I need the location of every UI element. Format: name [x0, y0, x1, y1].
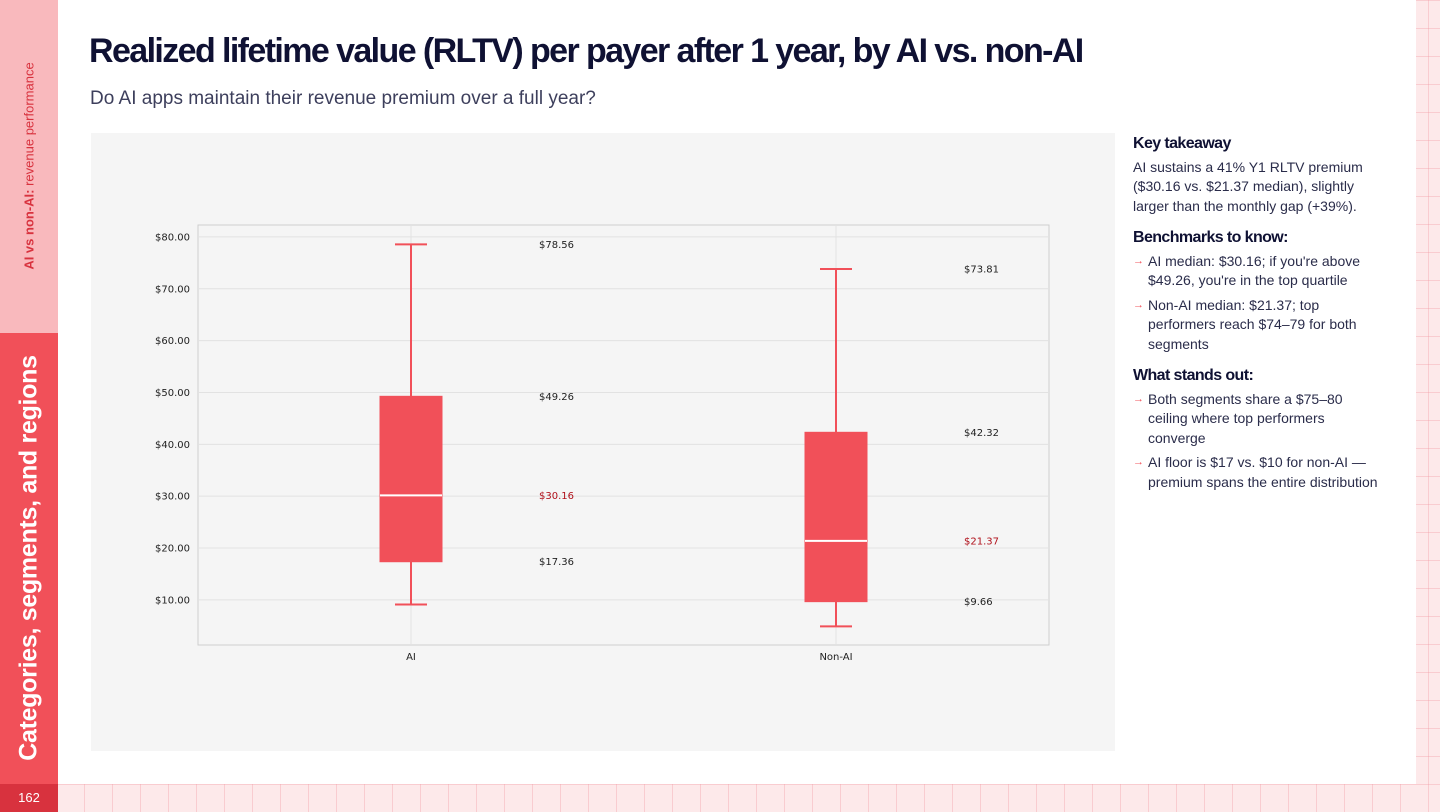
- q1-value-label: $9.66: [964, 597, 993, 608]
- y-tick-label: $60.00: [155, 336, 190, 347]
- y-tick-label: $10.00: [155, 595, 190, 606]
- box-iqr: [804, 431, 868, 603]
- page-number: 162: [0, 784, 58, 812]
- sidebar: AI vs non-AI: revenue performance Catego…: [0, 0, 58, 812]
- median-value-label: $30.16: [539, 491, 574, 502]
- median-value-label: $21.37: [964, 536, 999, 547]
- takeaways-panel: Key takeaway AI sustains a 41% Y1 RLTV p…: [1133, 134, 1383, 504]
- sidebar-section-rest: revenue performance: [21, 62, 37, 190]
- arrow-right-icon: →: [1133, 298, 1144, 311]
- y-tick-label: $80.00: [155, 232, 190, 243]
- chart-panel: $10.00 $20.00 $30.00 $40.00 $50.00 $60.00 $70.…: [91, 133, 1115, 751]
- benchmarks-heading: Benchmarks to know:: [1133, 229, 1288, 246]
- x-tick-label: AI: [406, 652, 416, 663]
- arrow-right-icon: →: [1133, 456, 1144, 468]
- box-iqr: [379, 395, 443, 563]
- max-value-label: $78.56: [539, 240, 574, 251]
- benchmark-text: Non-AI median: $21.37; top performers re…: [1148, 296, 1357, 352]
- q3-value-label: $49.26: [539, 392, 574, 403]
- x-tick-label: Non-AI: [819, 652, 852, 663]
- y-tick-label: $50.00: [155, 388, 190, 399]
- stands-out-item: → Both segments share a $75–80 ceiling wh…: [1133, 390, 1383, 449]
- sidebar-section-bold: AI vs non-AI:: [21, 189, 37, 270]
- y-tick-label: $70.00: [155, 284, 190, 295]
- stands-out-heading: What stands out:: [1133, 367, 1254, 384]
- arrow-right-icon: →: [1133, 254, 1144, 267]
- plot-area: [197, 224, 1050, 646]
- page-subtitle: Do AI apps maintain their revenue premiu…: [90, 88, 596, 109]
- key-takeaway-text: AI sustains a 41% Y1 RLTV premium ($30.1…: [1133, 158, 1363, 214]
- stands-out-item: → AI floor is $17 vs. $10 for non-AI — pr…: [1133, 453, 1383, 492]
- sidebar-section-label: AI vs non-AI: revenue performance: [22, 62, 37, 269]
- y-tick-label: $30.00: [155, 492, 190, 503]
- sidebar-section-band: [0, 0, 58, 333]
- slide: Realized lifetime value (RLTV) per payer…: [58, 0, 1416, 784]
- benchmark-item: → Non-AI median: $21.37; top performers r…: [1133, 296, 1383, 355]
- key-takeaway-heading: Key takeaway: [1133, 135, 1231, 152]
- benchmark-text: AI median: $30.16; if you're above $49.2…: [1148, 252, 1361, 289]
- max-value-label: $73.81: [964, 265, 999, 276]
- y-tick-label: $20.00: [155, 544, 190, 555]
- page-title: Realized lifetime value (RLTV) per payer…: [89, 32, 1084, 70]
- q3-value-label: $42.32: [964, 428, 999, 439]
- stands-out-text: Both segments share a $75–80 ceiling whe…: [1148, 390, 1343, 446]
- benchmarks-list: → AI median: $30.16; if you're above $49.…: [1133, 252, 1383, 355]
- sidebar-chapter-band: [0, 333, 58, 784]
- sidebar-chapter-label: Categories, segments, and regions: [14, 355, 43, 761]
- stands-out-text: AI floor is $17 vs. $10 for non-AI — pre…: [1148, 454, 1378, 490]
- box-plot-chart: $10.00 $20.00 $30.00 $40.00 $50.00 $60.00 $70.…: [155, 224, 1050, 663]
- benchmark-item: → AI median: $30.16; if you're above $49.…: [1133, 252, 1383, 291]
- arrow-right-icon: →: [1133, 392, 1144, 405]
- stands-out-list: → Both segments share a $75–80 ceiling wh…: [1133, 390, 1383, 493]
- y-tick-label: $40.00: [155, 440, 190, 451]
- q1-value-label: $17.36: [539, 557, 574, 568]
